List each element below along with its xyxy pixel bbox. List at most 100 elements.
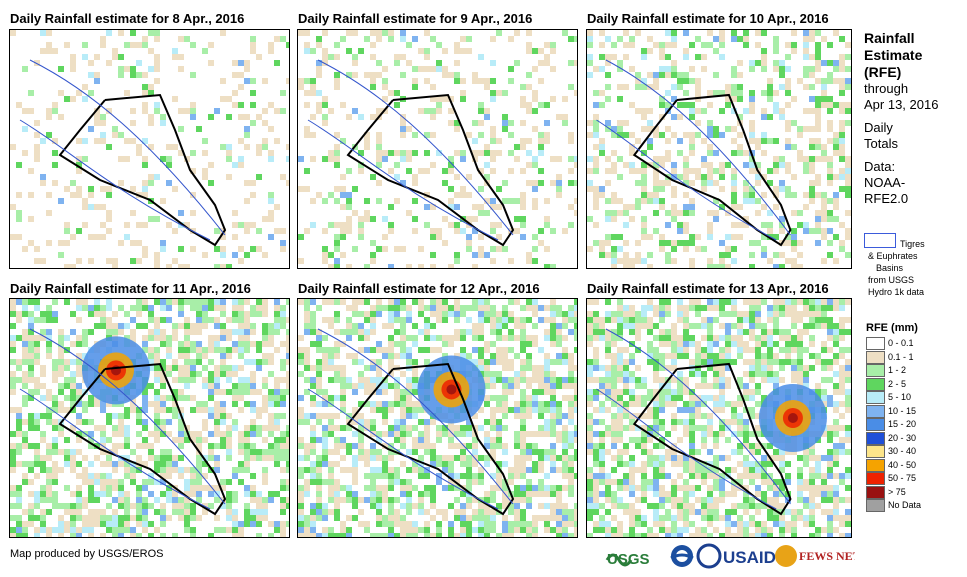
rain-cell — [244, 144, 250, 150]
rain-cell — [328, 425, 334, 431]
rain-cell — [172, 407, 178, 413]
rain-cell — [520, 461, 526, 467]
rain-cell — [340, 407, 346, 413]
rain-cell — [280, 467, 286, 473]
rain-cell — [232, 329, 238, 335]
rain-cell — [761, 377, 767, 383]
rain-cell — [148, 491, 154, 497]
rain-cell — [184, 377, 190, 383]
rain-cell — [142, 515, 148, 521]
rain-cell — [707, 132, 713, 138]
rain-cell — [731, 234, 737, 240]
map-canvas-3 — [587, 30, 851, 268]
rain-cell — [346, 222, 352, 228]
rain-cell — [46, 407, 52, 413]
rain-cell — [448, 156, 454, 162]
rain-cell — [280, 359, 286, 365]
rain-cell — [562, 515, 568, 521]
rain-cell — [46, 455, 52, 461]
rain-cell — [400, 521, 406, 527]
rain-cell — [827, 467, 833, 473]
rain-cell — [82, 198, 88, 204]
rain-cell — [100, 431, 106, 437]
rain-cell — [695, 407, 701, 413]
rain-cell — [52, 138, 58, 144]
rain-cell — [304, 353, 310, 359]
rain-cell — [160, 341, 166, 347]
rain-cell — [701, 180, 707, 186]
rain-cell — [100, 473, 106, 479]
rain-cell — [719, 174, 725, 180]
rain-cell — [532, 246, 538, 252]
rain-cell — [845, 228, 851, 234]
rain-cell — [376, 455, 382, 461]
rain-cell — [214, 431, 220, 437]
rain-cell — [442, 48, 448, 54]
rain-cell — [106, 437, 112, 443]
rain-cell — [280, 311, 286, 317]
rain-cell — [382, 455, 388, 461]
rain-cell — [731, 419, 737, 425]
rain-cell — [659, 383, 665, 389]
rain-cell — [232, 383, 238, 389]
rain-cell — [827, 497, 833, 503]
rain-cell — [671, 36, 677, 42]
rain-cell — [46, 533, 52, 537]
rain-cell — [683, 54, 689, 60]
rain-cell — [154, 60, 160, 66]
rain-cell — [653, 479, 659, 485]
rain-cell — [358, 413, 364, 419]
rain-cell — [593, 66, 599, 72]
rain-cell — [70, 461, 76, 467]
rain-cell — [424, 521, 430, 527]
rain-cell — [659, 395, 665, 401]
rain-cell — [779, 305, 785, 311]
rain-cell — [208, 443, 214, 449]
rain-cell — [16, 311, 22, 317]
rainfall-map-3 — [586, 29, 852, 269]
rain-cell — [148, 30, 154, 36]
rain-cell — [16, 377, 22, 383]
rain-cell — [683, 168, 689, 174]
rain-cell — [280, 395, 286, 401]
rain-cell — [833, 455, 839, 461]
rain-cell — [743, 162, 749, 168]
rain-cell — [671, 132, 677, 138]
rain-cell — [490, 323, 496, 329]
rain-cell — [304, 377, 310, 383]
rain-cell — [653, 323, 659, 329]
rain-cell — [454, 329, 460, 335]
rain-cell — [641, 162, 647, 168]
rain-cell — [629, 395, 635, 401]
rain-cell — [376, 359, 382, 365]
rain-cell — [316, 335, 322, 341]
rain-cell — [839, 365, 845, 371]
rain-cell — [827, 431, 833, 437]
rain-cell — [178, 36, 184, 42]
map-canvas-6 — [587, 299, 851, 537]
rain-cell — [418, 108, 424, 114]
rain-cell — [322, 252, 328, 258]
rain-cell — [40, 180, 46, 186]
rain-cell — [827, 365, 833, 371]
rain-cell — [400, 533, 406, 537]
rain-cell — [346, 30, 352, 36]
rain-cell — [208, 42, 214, 48]
rain-cell — [256, 449, 262, 455]
rain-cell — [797, 317, 803, 323]
rain-cell — [629, 485, 635, 491]
rain-cell — [490, 425, 496, 431]
rain-cell — [274, 138, 280, 144]
rain-cell — [472, 527, 478, 533]
rain-cell — [352, 359, 358, 365]
rain-cell — [316, 413, 322, 419]
rain-cell — [244, 114, 250, 120]
rain-cell — [827, 228, 833, 234]
rain-cell — [785, 449, 791, 455]
rain-cell — [178, 455, 184, 461]
rain-cell — [460, 96, 466, 102]
rain-cell — [460, 78, 466, 84]
river-line — [19, 328, 226, 510]
rain-cell — [226, 335, 232, 341]
rain-cell — [28, 389, 34, 395]
